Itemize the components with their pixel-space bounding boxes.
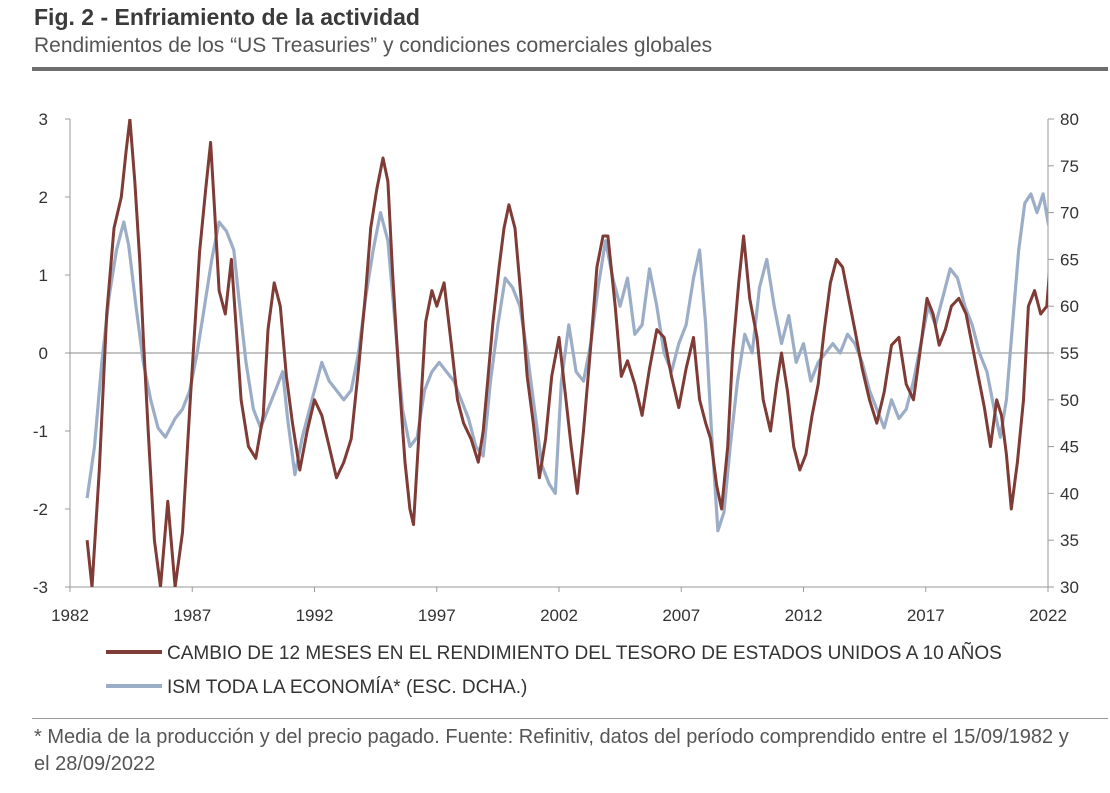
left-axis-tick-label: -2 <box>33 500 48 519</box>
x-axis-tick-label: 2022 <box>1029 606 1067 625</box>
legend: CAMBIO DE 12 MESES EN EL RENDIMIENTO DEL… <box>106 642 1002 698</box>
right-axis-tick-label: 45 <box>1060 438 1079 457</box>
dual-axis-line-chart: 3 2 1 0 -1 -2 -3 80 75 70 65 60 55 50 45 40 35 30 1982 1987… <box>33 110 1079 698</box>
x-axis-tick-label: 2002 <box>540 606 578 625</box>
right-axis-tick-label: 40 <box>1060 484 1079 503</box>
left-axis-tick-label: 1 <box>39 266 48 285</box>
legend-label: ISM TODA LA ECONOMÍA* (ESC. DCHA.) <box>167 677 527 698</box>
right-axis-tick-label: 70 <box>1060 204 1079 223</box>
left-axis-tick-label: 3 <box>39 110 48 129</box>
x-axis-tick-label: 2007 <box>662 606 700 625</box>
right-axis-tick-label: 50 <box>1060 391 1079 410</box>
right-axis-tick-label: 60 <box>1060 297 1079 316</box>
right-axis-tick-label: 65 <box>1060 250 1079 269</box>
source-note: * Media de la producción y del precio pa… <box>34 726 1069 775</box>
axes: 3 2 1 0 -1 -2 -3 80 75 70 65 60 55 50 45 40 35 30 1982 1987… <box>33 110 1079 625</box>
chart-title: Fig. 2 - Enfriamiento de la actividad <box>34 4 420 30</box>
right-axis-tick-label: 75 <box>1060 157 1079 176</box>
x-axis-tick-label: 1992 <box>296 606 334 625</box>
x-axis-tick-label: 1997 <box>418 606 456 625</box>
legend-label: CAMBIO DE 12 MESES EN EL RENDIMIENTO DEL… <box>167 642 1002 664</box>
left-axis-tick-label: 2 <box>39 188 48 207</box>
footer-divider <box>32 718 1108 719</box>
header-divider <box>32 67 1108 71</box>
right-axis-tick-label: 55 <box>1060 344 1079 363</box>
x-axis-tick-label: 1987 <box>173 606 211 625</box>
chart-subtitle: Rendimientos de los “US Treasuries” y co… <box>34 34 713 57</box>
left-axis-tick-label: -1 <box>33 422 48 441</box>
x-axis-tick-label: 2017 <box>907 606 945 625</box>
series-line-ism <box>85 192 1048 533</box>
right-axis-tick-label: 35 <box>1060 531 1079 550</box>
left-axis-tick-label: -3 <box>33 578 48 597</box>
x-axis-tick-label: 1982 <box>51 606 89 625</box>
series-layer <box>85 119 1048 587</box>
x-axis-tick-label: 2012 <box>785 606 823 625</box>
right-axis-tick-label: 30 <box>1060 578 1079 597</box>
series-line-treasury-yield-change <box>85 119 1048 587</box>
left-axis-tick-label: 0 <box>39 344 48 363</box>
right-axis-tick-label: 80 <box>1060 110 1079 129</box>
